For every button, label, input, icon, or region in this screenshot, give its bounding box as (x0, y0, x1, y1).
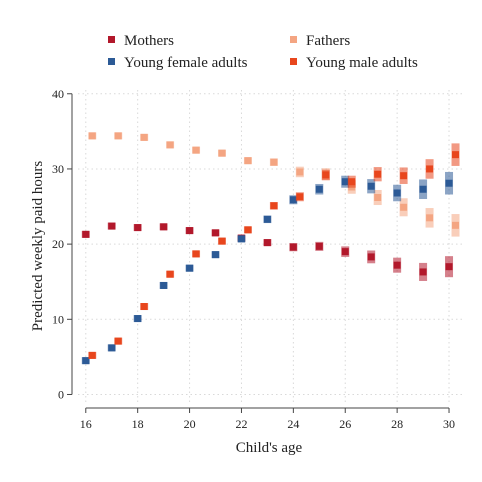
data-point (426, 214, 434, 222)
data-point (134, 315, 142, 323)
y-axis-title: Predicted weekly paid hours (30, 161, 46, 332)
grid (78, 90, 462, 402)
legend-marker (108, 36, 115, 43)
data-point (186, 264, 194, 272)
data-point (341, 248, 349, 256)
data-point (367, 253, 375, 261)
data-point (114, 132, 122, 140)
data-point (296, 168, 304, 176)
data-point (166, 270, 174, 278)
data-point (244, 226, 252, 234)
x-tick-label: 30 (443, 417, 455, 431)
legend: Mothers Fathers Young female adults Young m… (108, 33, 418, 71)
x-tick-label: 20 (184, 417, 196, 431)
x-tick-label: 26 (339, 417, 351, 431)
data-point (296, 193, 304, 201)
x-tick-label: 28 (391, 417, 403, 431)
data-point (114, 337, 122, 345)
data-point (393, 189, 401, 197)
legend-label: Fathers (306, 33, 350, 49)
data-point (315, 242, 323, 250)
data-point (140, 303, 148, 311)
data-point (289, 243, 297, 251)
y-tick-label: 10 (52, 312, 64, 326)
data-point (374, 194, 382, 202)
data-point (452, 151, 460, 159)
data-point (218, 237, 226, 245)
data-point (263, 215, 271, 223)
data-point (160, 223, 168, 231)
data-point (108, 344, 116, 352)
legend-label: Mothers (124, 33, 174, 49)
data-point (367, 182, 375, 190)
legend-label: Young male adults (306, 55, 418, 71)
legend-marker (290, 58, 297, 65)
y-tick-label: 40 (52, 87, 64, 101)
data-point (374, 170, 382, 178)
data-point (263, 239, 271, 247)
y-tick-label: 30 (52, 162, 64, 176)
data-point (348, 178, 356, 186)
data-point (393, 261, 401, 269)
data-point (160, 281, 168, 289)
x-tick-label: 24 (287, 417, 299, 431)
y-tick-label: 20 (52, 237, 64, 251)
data-point (212, 251, 220, 259)
x-tick-label: 16 (80, 417, 92, 431)
data-point (270, 202, 278, 210)
data-point (270, 158, 278, 166)
data-point (88, 132, 96, 140)
marks (81, 132, 460, 365)
data-point (452, 221, 460, 229)
data-point (400, 172, 408, 180)
data-point (88, 351, 96, 359)
data-point (82, 357, 90, 365)
data-point (140, 133, 148, 141)
x-tick-label: 22 (235, 417, 247, 431)
data-point (445, 263, 453, 271)
data-point (192, 250, 200, 258)
data-point (166, 141, 174, 149)
data-point (192, 146, 200, 154)
data-point (82, 230, 90, 238)
legend-marker (290, 36, 297, 43)
data-point (244, 157, 252, 165)
data-point (419, 268, 427, 276)
data-point (315, 185, 323, 193)
y-tick-label: 0 (58, 387, 64, 401)
data-point (212, 229, 220, 237)
data-point (134, 224, 142, 232)
data-point (108, 222, 116, 230)
data-point (400, 203, 408, 211)
data-point (341, 178, 349, 186)
data-point (289, 196, 297, 204)
x-tick-label: 18 (132, 417, 144, 431)
axes: 16 18 20 22 24 26 28 30 0 10 20 30 40 (52, 87, 455, 431)
data-point (218, 149, 226, 157)
data-point (426, 165, 434, 173)
data-point (419, 185, 427, 193)
data-point (186, 227, 194, 235)
data-point (445, 179, 453, 187)
x-axis-title: Child's age (236, 440, 303, 456)
data-point (237, 235, 245, 243)
data-point (322, 171, 330, 179)
legend-label: Young female adults (124, 55, 248, 71)
legend-marker (108, 58, 115, 65)
